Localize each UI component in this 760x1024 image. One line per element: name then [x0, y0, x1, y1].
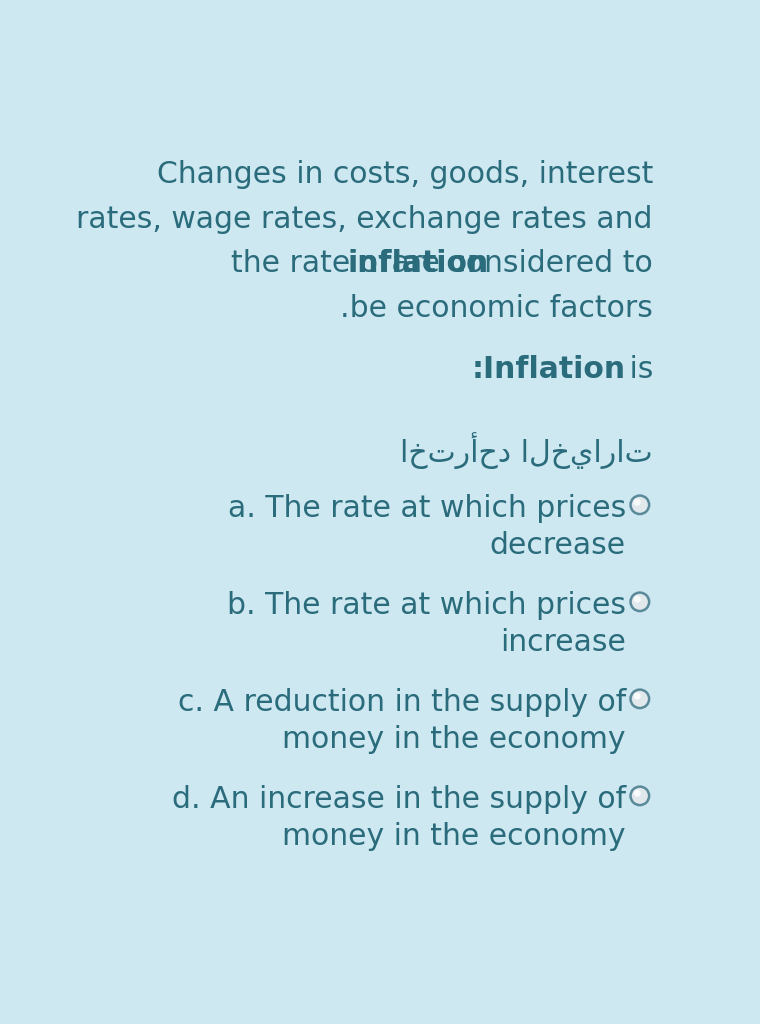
- Text: increase: increase: [500, 628, 626, 657]
- Circle shape: [631, 496, 649, 514]
- Text: .be economic factors: .be economic factors: [340, 294, 653, 323]
- Text: Changes in costs, goods, interest: Changes in costs, goods, interest: [157, 160, 653, 188]
- Text: inflation: inflation: [347, 249, 489, 279]
- Text: money in the economy: money in the economy: [283, 725, 626, 754]
- Text: اخترأحد الخيارات: اخترأحد الخيارات: [401, 432, 653, 469]
- Text: d. An increase in the supply of: d. An increase in the supply of: [172, 785, 626, 814]
- Circle shape: [631, 689, 649, 708]
- Circle shape: [634, 790, 641, 797]
- Circle shape: [634, 693, 641, 699]
- Circle shape: [631, 593, 649, 611]
- Text: decrease: decrease: [489, 531, 626, 560]
- Text: rates, wage rates, exchange rates and: rates, wage rates, exchange rates and: [77, 205, 653, 233]
- Circle shape: [634, 596, 641, 603]
- Text: the rate of: the rate of: [231, 249, 397, 279]
- Text: are considered to: are considered to: [382, 249, 653, 279]
- Circle shape: [631, 786, 649, 805]
- Text: money in the economy: money in the economy: [283, 822, 626, 851]
- Text: c. A reduction in the supply of: c. A reduction in the supply of: [178, 688, 626, 717]
- Text: :Inflation: :Inflation: [471, 355, 625, 384]
- Text: a. The rate at which prices: a. The rate at which prices: [228, 494, 626, 523]
- Text: is: is: [619, 355, 653, 384]
- Text: b. The rate at which prices: b. The rate at which prices: [227, 591, 626, 621]
- Circle shape: [634, 499, 641, 506]
